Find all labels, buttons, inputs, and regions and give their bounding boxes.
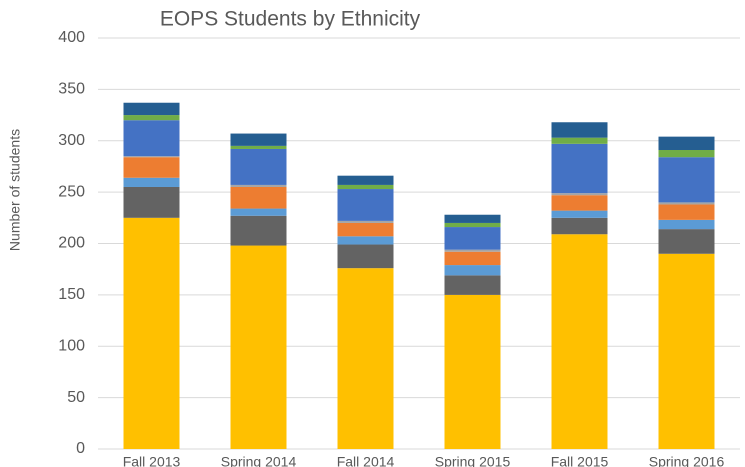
y-tick-label: 150 [58, 286, 85, 303]
bar-segment [658, 149, 715, 158]
bar-segment [444, 275, 501, 295]
y-tick-label: 350 [58, 81, 85, 98]
bar-segment [337, 184, 394, 190]
x-tick-label: Fall 2015 [551, 454, 609, 467]
x-tick-label: Spring 2015 [435, 454, 511, 467]
bar-segment [658, 253, 715, 449]
bar-segment [658, 204, 715, 220]
bar-segment [444, 249, 501, 252]
bar-segment [337, 236, 394, 245]
bar-segment [551, 122, 608, 138]
bar-segment [230, 215, 287, 246]
bar-segment [658, 229, 715, 254]
bar-segment [551, 143, 608, 194]
bar-segment [123, 217, 180, 449]
y-tick-label: 0 [76, 440, 85, 457]
chart-title: EOPS Students by Ethnicity [160, 8, 421, 31]
bar-segment [230, 145, 287, 149]
bar-segment [551, 234, 608, 449]
bar-segment [123, 186, 180, 218]
bar-segment [230, 184, 287, 187]
y-tick-label: 100 [58, 337, 85, 354]
bar-segment [123, 102, 180, 116]
bar-segment [123, 120, 180, 157]
bar-segment [444, 265, 501, 276]
bar-segment [551, 217, 608, 235]
bar-segment [551, 193, 608, 196]
bar-segment [444, 227, 501, 250]
bar-segment [444, 214, 501, 223]
bar-segment [337, 220, 394, 223]
bar-segment [123, 156, 180, 158]
bar-segment [337, 189, 394, 221]
bar-segment [444, 251, 501, 266]
x-tick-label: Fall 2013 [123, 454, 181, 467]
bar-segment [658, 219, 715, 230]
bar-segment [444, 294, 501, 449]
y-tick-label: 400 [58, 29, 85, 46]
bar-segment [551, 210, 608, 218]
bar-segment [123, 157, 180, 178]
bar-segment [230, 208, 287, 216]
bar-segment [658, 202, 715, 205]
y-axis-label: Number of students [7, 129, 23, 251]
y-tick-label: 300 [58, 132, 85, 149]
bar-segment [230, 133, 287, 146]
bar-segment [337, 244, 394, 269]
bar-segment [658, 157, 715, 203]
bar-segment [444, 222, 501, 228]
x-tick-label: Fall 2014 [337, 454, 395, 467]
bar-segment [337, 222, 394, 237]
bar-segment [123, 177, 180, 187]
bar-segment [123, 115, 180, 121]
bar-segment [337, 175, 394, 185]
bar-segment [230, 245, 287, 449]
bar-segment [551, 137, 608, 144]
y-tick-label: 250 [58, 183, 85, 200]
y-tick-label: 50 [67, 389, 85, 406]
bar-segment [230, 186, 287, 209]
bar-segment [230, 148, 287, 185]
bar-segment [551, 195, 608, 211]
bar-segment [337, 268, 394, 449]
bar-segment [658, 136, 715, 150]
y-tick-label: 200 [58, 235, 85, 252]
x-tick-label: Spring 2014 [221, 454, 297, 467]
x-tick-label: Spring 2016 [649, 454, 725, 467]
